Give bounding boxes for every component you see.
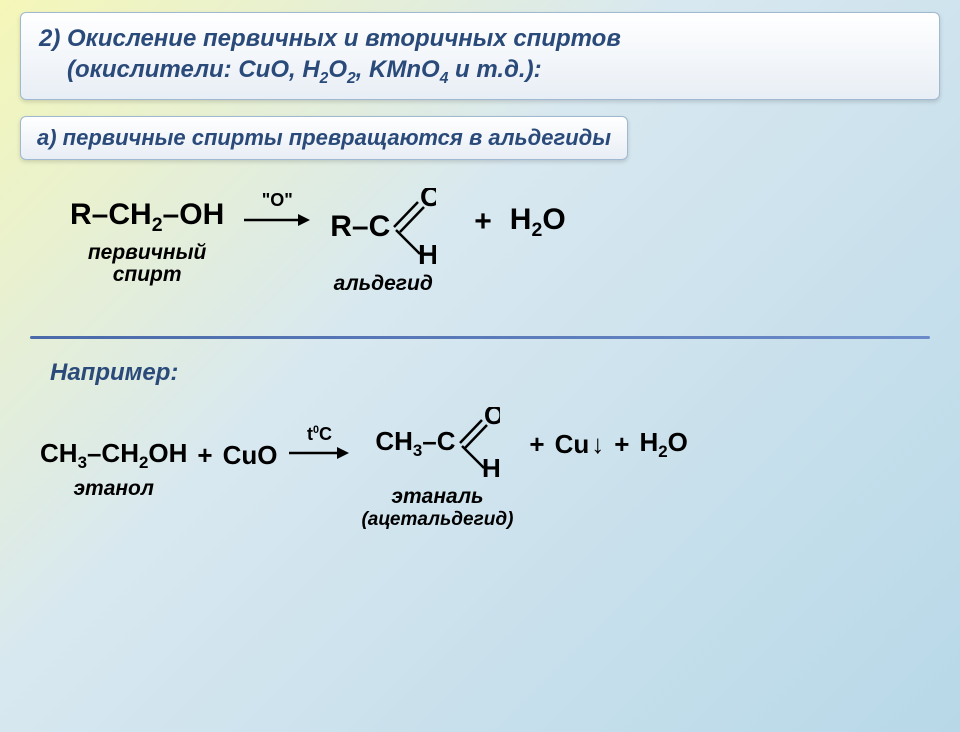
aldehyde-label: альдегид <box>334 272 433 296</box>
divider-line <box>30 336 930 339</box>
aldehyde-bonds-icon: O H <box>388 188 436 266</box>
water: H2O <box>510 203 566 242</box>
alcohol-label1: первичный <box>88 241 207 265</box>
svg-text:O: O <box>420 188 436 212</box>
plus-sign: + <box>474 205 492 239</box>
example-reaction: CH3–CH2OH этанол + CuO t0C CH3–C <box>0 407 960 551</box>
subheader-box: а) первичные спирты превращаются в альде… <box>20 116 628 160</box>
ethanol-formula: CH3–CH2OH <box>40 438 187 473</box>
subheader-text: а) первичные спирты превращаются в альде… <box>37 125 611 151</box>
ethanal-prefix: CH3–C <box>375 426 455 461</box>
ethanal-label1: этаналь <box>391 485 483 509</box>
aldehyde-rc: R–C <box>330 210 390 244</box>
arrow-label-temp: t0C <box>307 424 332 445</box>
svg-text:H: H <box>418 239 436 266</box>
plus2: + <box>529 429 544 460</box>
ethanol-label: этанол <box>73 477 154 501</box>
reaction2-arrow: t0C <box>287 444 351 467</box>
down-arrow-icon: ↓ <box>591 429 604 459</box>
header-line2: (окислители: CuO, H2O2, KMnO4 и т.д.): <box>39 54 921 89</box>
header-line1: 2) Окисление первичных и вторичных спирт… <box>39 23 921 54</box>
alcohol-label2: спирт <box>113 263 182 287</box>
reaction-arrow: "O" <box>242 210 312 235</box>
general-reaction: R–CH2–OH первичный спирт "O" R–C O H <box>0 168 960 316</box>
example-heading: Например: <box>50 359 960 387</box>
primary-alcohol: R–CH2–OH первичный спирт <box>70 198 224 287</box>
aldehyde-product: R–C O H альдегид <box>330 188 436 296</box>
arrow-label-o: "O" <box>262 190 293 211</box>
ethanal: CH3–C O H этаналь (ацетальдегид) <box>361 407 513 531</box>
arrow2-icon <box>287 444 351 462</box>
cu-precipitate: Cu↓ <box>555 429 605 460</box>
plus3: + <box>614 429 629 460</box>
ethanal-label2: (ацетальдегид) <box>361 509 513 531</box>
svg-text:O: O <box>484 407 500 430</box>
plus1: + <box>197 440 212 471</box>
ethanal-bonds-icon: O H <box>454 407 500 479</box>
arrow-icon <box>242 210 312 230</box>
water2: H2O <box>639 427 687 462</box>
header-box: 2) Окисление первичных и вторичных спирт… <box>20 12 940 100</box>
cuo: CuO <box>223 440 278 471</box>
svg-text:H: H <box>482 453 500 479</box>
ethanol: CH3–CH2OH этанол <box>40 438 187 501</box>
alcohol-formula: R–CH2–OH <box>70 198 224 237</box>
